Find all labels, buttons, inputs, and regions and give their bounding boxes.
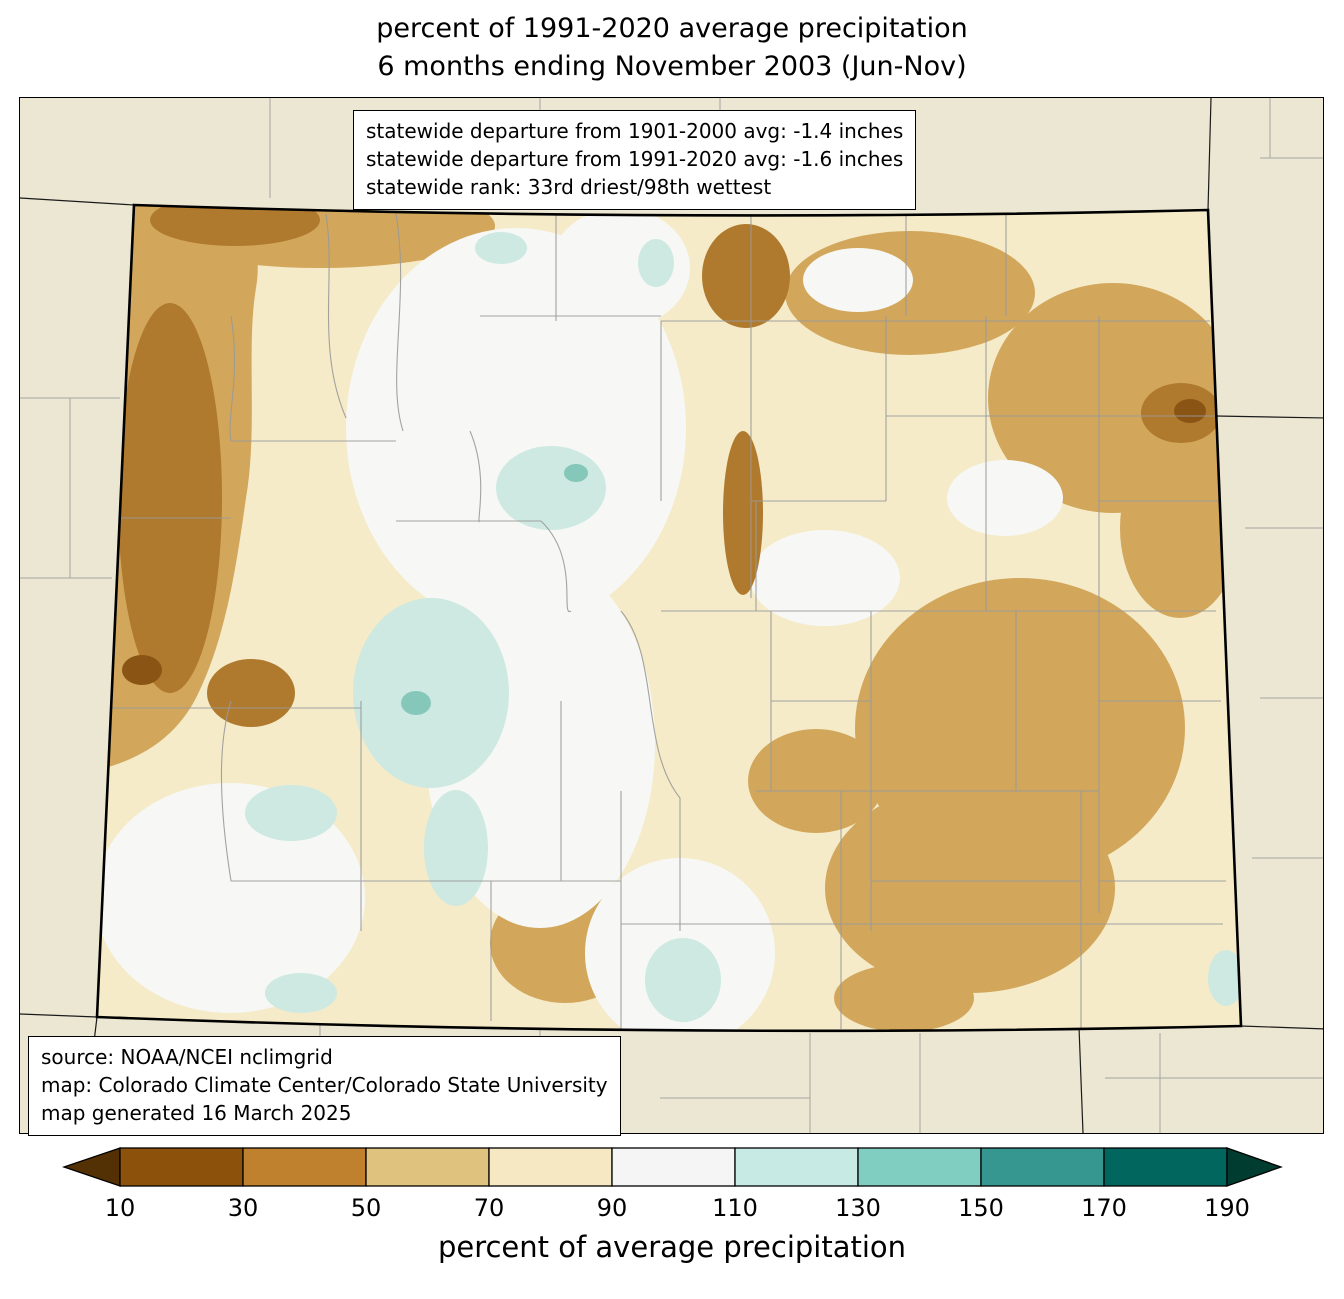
precip-region-northwest-top <box>145 205 495 268</box>
precip-region-driest-west-dot <box>122 655 162 685</box>
colorbar-label: percent of average precipitation <box>437 1230 907 1264</box>
colorado-interior <box>97 205 1241 1031</box>
colorbar-tick-110: 110 <box>712 1194 758 1222</box>
map-title-line1: percent of 1991-2020 average precipitati… <box>376 13 968 44</box>
precip-tan-regions <box>97 205 1240 1031</box>
precip-region-east-plains-b <box>825 783 1115 993</box>
precip-region-frontrange-streak <box>723 431 763 595</box>
colorbar-tick-170: 170 <box>1081 1194 1127 1222</box>
colorbar-tick-150: 150 <box>958 1194 1004 1222</box>
colorbar-segment <box>1103 1147 1228 1187</box>
stats-box: statewide departure from 1901-2000 avg: … <box>353 110 917 210</box>
colorbar-under-arrow <box>61 1147 121 1187</box>
precip-darkbrown-regions <box>122 399 1206 685</box>
precip-teal-regions <box>245 232 1241 1022</box>
precip-region-teal-a <box>496 446 606 530</box>
colorbar-ticks: 10 30 50 70 90 110 130 150 170 190 <box>60 1190 1284 1226</box>
precip-region-central-mountains <box>346 228 686 628</box>
colorbar-over-arrow <box>1226 1147 1283 1187</box>
precip-region-teal-core-a <box>401 691 431 715</box>
title-block: percent of 1991-2020 average precipitati… <box>0 10 1344 86</box>
colorbar-segment <box>857 1147 982 1187</box>
precip-region-teal-d <box>245 785 337 841</box>
precip-region-teal-f <box>645 938 721 1022</box>
colorbar-tick-50: 50 <box>350 1194 382 1222</box>
map-frame: statewide departure from 1901-2000 avg: … <box>19 97 1324 1136</box>
colorbar-tick-190: 190 <box>1204 1194 1250 1222</box>
precip-region-west-core <box>118 303 222 693</box>
colorbar: 10 30 50 70 90 110 130 150 170 190 percent of ave… <box>60 1146 1284 1264</box>
map-credit-line: map: Colorado Climate Center/Colorado St… <box>41 1073 608 1097</box>
precip-region-driest-ne-dot <box>1174 399 1206 423</box>
county-boundaries-east <box>621 214 1226 1029</box>
colorbar-segment <box>242 1147 367 1187</box>
colorbar-tick-130: 130 <box>835 1194 881 1222</box>
precip-region-central-south <box>748 729 884 833</box>
precip-region-southeast-tail <box>834 964 974 1031</box>
colorbar-tick-70: 70 <box>473 1194 505 1222</box>
precip-region-teal-e <box>265 973 337 1013</box>
stats-line-rank: statewide rank: 33rd driest/98th wettest <box>366 175 772 199</box>
precip-region-teal-b <box>353 598 509 788</box>
precip-region-teal-h <box>475 232 527 264</box>
precip-region-north-blob <box>702 224 790 328</box>
generated-date-line: map generated 16 March 2025 <box>41 1101 352 1125</box>
colorbar-scale <box>61 1147 1283 1187</box>
county-boundaries-west <box>100 213 681 1029</box>
precip-region-east-spot-a <box>750 530 900 626</box>
colorbar-segment <box>980 1147 1105 1187</box>
source-box: source: NOAA/NCEI nclimgrid map: Colorad… <box>28 1036 621 1136</box>
precip-region-teal-i <box>638 239 674 287</box>
map-title-line2: 6 months ending November 2003 (Jun-Nov) <box>377 51 967 82</box>
precip-region-north-central-spot <box>550 208 690 328</box>
colorbar-segment <box>488 1147 613 1187</box>
colorbar-segment <box>365 1147 490 1187</box>
precip-region-teal-core-b <box>564 464 588 482</box>
colorbar-segment <box>734 1147 859 1187</box>
colorado-state-border <box>95 203 1243 1033</box>
colorbar-tick-90: 90 <box>596 1194 628 1222</box>
precip-region-east-edge <box>1120 438 1240 618</box>
precip-region-north-spot <box>803 248 913 312</box>
precip-region-east-spot-b <box>947 460 1063 536</box>
colorbar-tick-10: 10 <box>104 1194 136 1222</box>
precip-region-west-blob <box>207 659 295 727</box>
colorbar-segment <box>119 1147 244 1187</box>
precip-region-teal-g <box>1208 950 1241 1006</box>
source-line: source: NOAA/NCEI nclimgrid <box>41 1045 333 1069</box>
stats-line-departure-1901-2000: statewide departure from 1901-2000 avg: … <box>366 119 904 143</box>
precip-region-teal-c <box>424 790 488 906</box>
colorbar-tick-30: 30 <box>227 1194 259 1222</box>
colorado-precipitation-map <box>20 98 1323 1133</box>
colorbar-segment <box>611 1147 736 1187</box>
stats-line-departure-1991-2020: statewide departure from 1991-2020 avg: … <box>366 147 904 171</box>
